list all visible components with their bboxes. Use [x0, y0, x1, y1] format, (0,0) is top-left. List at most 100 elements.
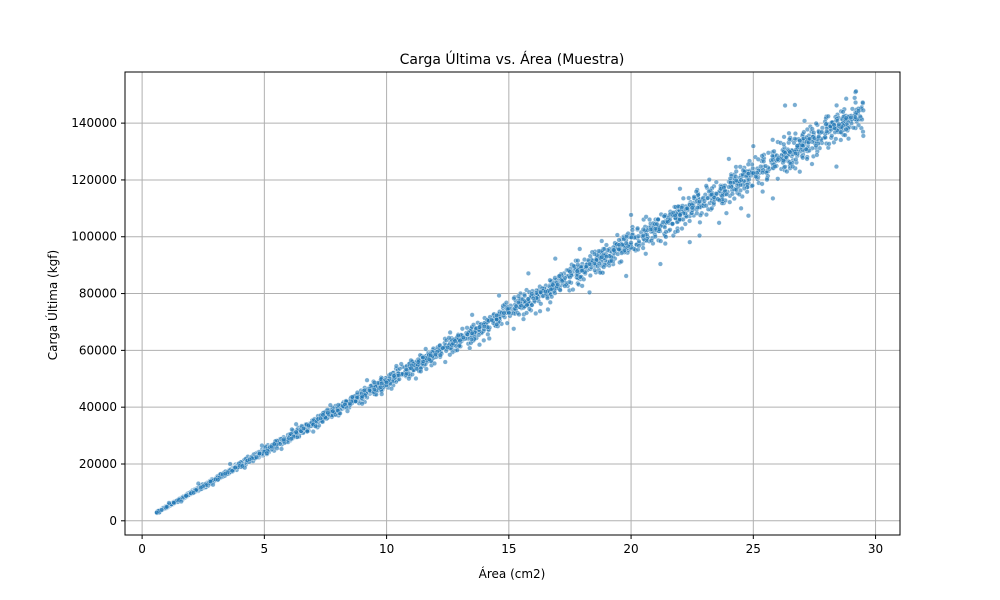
data-point [337, 410, 343, 416]
data-point [703, 212, 709, 218]
data-point [860, 107, 866, 113]
data-point [643, 214, 649, 220]
data-point [663, 229, 669, 235]
data-point [229, 468, 235, 474]
data-point [833, 136, 839, 142]
x-tick-label: 0 [138, 542, 146, 556]
data-point [640, 245, 646, 251]
data-point [723, 210, 729, 216]
data-point [452, 338, 458, 344]
data-point [548, 286, 554, 292]
data-point [190, 490, 196, 496]
data-point [428, 352, 434, 358]
data-point [477, 342, 483, 348]
data-point [379, 391, 385, 397]
data-point [824, 128, 830, 134]
x-tick-label: 20 [623, 542, 638, 556]
data-point [733, 164, 739, 170]
data-point [567, 274, 573, 280]
data-point [635, 225, 641, 231]
data-point [423, 366, 429, 372]
data-point [440, 345, 446, 351]
data-point [831, 122, 837, 128]
data-point [454, 347, 460, 353]
data-point [811, 135, 817, 141]
y-axis-ticks: 0 20000 40000 60000 80000 100000 120000 140000 [71, 116, 125, 528]
data-point [232, 465, 238, 471]
data-point [745, 161, 751, 167]
data-point [790, 164, 796, 170]
data-point [823, 121, 829, 127]
data-point [511, 295, 517, 301]
data-point [791, 140, 797, 146]
data-point [525, 270, 531, 276]
data-point [393, 363, 399, 369]
data-point [814, 152, 820, 158]
data-point [691, 194, 697, 200]
data-point [697, 233, 703, 239]
data-point [800, 155, 806, 161]
data-point [457, 337, 463, 343]
data-point [159, 507, 165, 513]
data-point [635, 233, 641, 239]
data-point [689, 205, 695, 211]
data-point [599, 254, 605, 260]
data-point [804, 156, 810, 162]
data-point [775, 176, 781, 182]
data-point [724, 191, 730, 197]
y-tick-label: 80000 [79, 287, 117, 301]
data-point [759, 181, 765, 187]
data-point [842, 132, 848, 138]
data-point [843, 96, 849, 102]
y-tick-label: 0 [109, 514, 117, 528]
data-point [293, 429, 299, 435]
data-point [657, 261, 663, 267]
data-point [733, 178, 739, 184]
data-point [469, 312, 475, 318]
y-tick-label: 120000 [71, 173, 117, 187]
data-point [469, 336, 475, 342]
data-point [496, 293, 502, 299]
data-point [522, 293, 528, 299]
data-point [587, 289, 593, 295]
data-point [432, 360, 438, 366]
data-point [852, 114, 858, 120]
data-point [705, 195, 711, 201]
x-axis-label: Área (cm2) [479, 566, 546, 581]
data-point [210, 482, 216, 488]
data-point [567, 269, 573, 275]
data-point [697, 212, 703, 218]
data-point [166, 500, 172, 506]
data-point [793, 156, 799, 162]
data-point [677, 186, 683, 192]
data-point [288, 436, 294, 442]
data-point [728, 180, 734, 186]
data-point [477, 324, 483, 330]
x-tick-label: 25 [746, 542, 761, 556]
data-point [816, 134, 822, 140]
data-point [667, 227, 673, 233]
data-point [371, 379, 377, 385]
data-point [494, 316, 500, 322]
data-point [770, 195, 776, 201]
data-point [825, 113, 831, 119]
data-point [460, 335, 466, 341]
data-point [515, 293, 521, 299]
data-point [672, 212, 678, 218]
data-point [727, 199, 733, 205]
data-point [178, 498, 184, 504]
data-point [749, 183, 755, 189]
data-point [587, 261, 593, 267]
data-point [838, 129, 844, 135]
data-point [396, 372, 402, 378]
data-point [760, 189, 766, 195]
y-tick-label: 40000 [79, 400, 117, 414]
data-point [686, 195, 692, 201]
y-tick-label: 60000 [79, 343, 117, 357]
data-point [695, 205, 701, 211]
data-point [860, 129, 866, 135]
data-point [636, 238, 642, 244]
data-point [256, 450, 262, 456]
